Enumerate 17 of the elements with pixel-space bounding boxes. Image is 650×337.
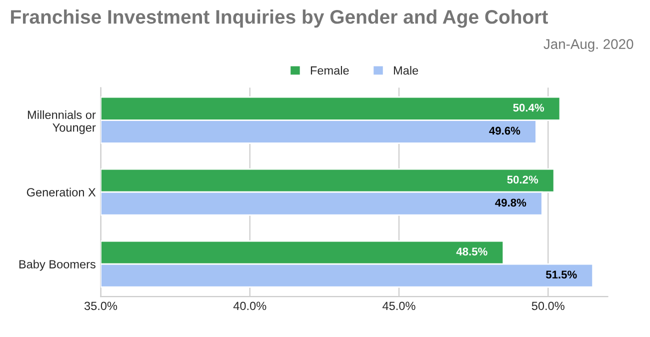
y-tick-label: Millennials or Younger xyxy=(28,110,96,134)
x-tick-label: 45.0% xyxy=(382,302,416,310)
chart-title: Franchise Investment Inquiries by Gender and Age Cohort xyxy=(11,10,548,28)
data-label: 48.5% xyxy=(456,248,488,256)
x-tick-label: 35.0% xyxy=(84,302,118,310)
y-tick-label: Baby Boomers xyxy=(19,260,96,271)
data-label: 49.6% xyxy=(489,126,520,135)
data-label: 49.8% xyxy=(495,198,526,207)
legend-label: Male xyxy=(394,66,418,75)
text: Jan-Aug. 2020 xyxy=(544,39,634,52)
data-label: 51.5% xyxy=(546,270,577,279)
data-label: 50.4% xyxy=(513,104,544,112)
x-tick-label: 50.0% xyxy=(532,302,564,310)
legend-label: Female xyxy=(310,66,349,75)
data-label: 50.2% xyxy=(507,176,538,184)
y-tick-label: Generation X xyxy=(26,188,96,196)
x-tick-label: 40.0% xyxy=(233,302,266,310)
